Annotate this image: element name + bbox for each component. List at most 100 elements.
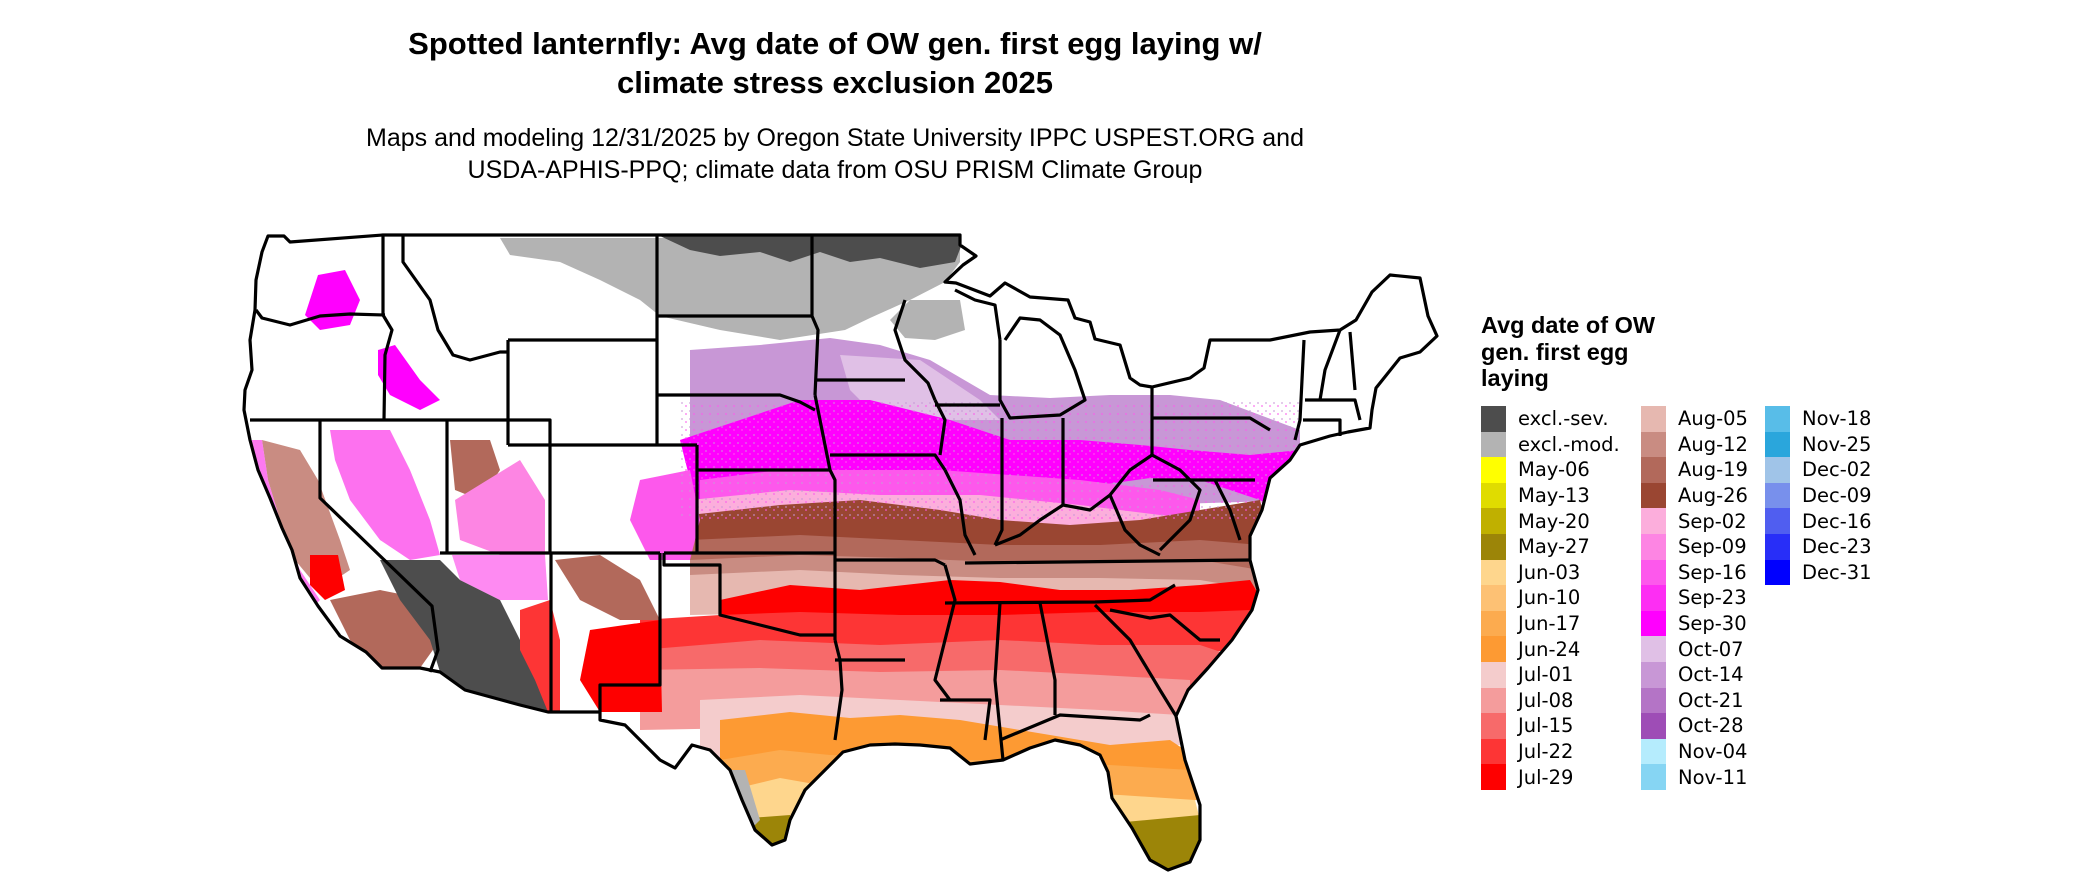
- border-id-mt: [401, 235, 508, 362]
- legend-item: Jul-15: [1481, 713, 1620, 739]
- legend-item: Jul-29: [1481, 764, 1620, 790]
- border-ma: [1305, 398, 1362, 421]
- zone-ca-central-valley: [262, 440, 350, 590]
- legend-swatch: [1765, 457, 1790, 483]
- legend-item: Oct-28: [1641, 713, 1748, 739]
- legend-title: Avg date of OW gen. first egg laying: [1481, 312, 1721, 392]
- legend-swatch: [1641, 508, 1666, 534]
- border-nc-sc: [1109, 608, 1220, 642]
- legend-item: Jun-17: [1481, 610, 1620, 637]
- legend-swatch: [1481, 713, 1506, 739]
- legend-label: excl.-mod.: [1518, 432, 1620, 456]
- border-nm-tx: [598, 553, 662, 712]
- legend-label: Nov-11: [1678, 765, 1748, 789]
- zone-nv-pink: [330, 430, 440, 560]
- legend-swatch: [1641, 406, 1666, 432]
- legend-item: Dec-23: [1765, 533, 1872, 560]
- legend-swatch: [1641, 431, 1666, 458]
- title-line-2: climate stress exclusion 2025: [617, 65, 1053, 100]
- border-vt-nh: [1318, 329, 1342, 401]
- legend-item: excl.-mod.: [1481, 431, 1620, 458]
- legend-item: May-06: [1481, 457, 1620, 483]
- zone-ca-pink-edge: [252, 440, 320, 610]
- border-wa-or: [254, 309, 386, 327]
- legend-label: Aug-05: [1678, 407, 1748, 431]
- legend-label: Sep-02: [1678, 509, 1747, 533]
- legend-label: Nov-18: [1802, 407, 1872, 431]
- zone-nm-red: [580, 620, 662, 712]
- legend-swatch: [1481, 764, 1506, 790]
- legend-item: Oct-14: [1641, 661, 1748, 688]
- legend-item: Dec-02: [1765, 457, 1872, 483]
- border-il-mo: [943, 469, 977, 556]
- legend-label: Jun-24: [1518, 637, 1581, 661]
- map-subtitle: Maps and modeling 12/31/2025 by Oregon S…: [285, 122, 1385, 186]
- legend-item: Oct-21: [1641, 687, 1748, 714]
- legend-swatch: [1481, 406, 1506, 432]
- zone-az-pink: [452, 555, 548, 600]
- legend-title-line-1: Avg date of OW: [1481, 312, 1656, 338]
- border-ct-ri: [1303, 418, 1342, 436]
- legend-swatch: [1641, 687, 1666, 714]
- legend-swatch: [1481, 533, 1506, 560]
- legend-label: Dec-02: [1802, 458, 1872, 482]
- legend-label: Aug-26: [1678, 484, 1748, 508]
- legend-label: Sep-16: [1678, 560, 1747, 584]
- legend-item: Sep-23: [1641, 585, 1748, 611]
- legend-label: Jul-15: [1518, 714, 1574, 738]
- border-wv-va: [1151, 453, 1202, 552]
- border-sd-ne: [657, 393, 816, 412]
- border-ut-wy: [447, 418, 552, 447]
- legend-item: May-27: [1481, 533, 1620, 560]
- border-nh-me: [1348, 331, 1357, 391]
- zone-ca-red: [310, 555, 345, 600]
- legend-item: Aug-12: [1641, 431, 1748, 458]
- legend-column-2: Aug-05 Aug-12 Aug-19 Aug-26 Sep-02 Sep-09 Sep-…: [1641, 406, 1748, 790]
- border-ga-sc: [1093, 603, 1178, 717]
- legend-label: Jul-29: [1518, 765, 1574, 789]
- legend-label: Oct-14: [1678, 663, 1744, 687]
- border-mi-lp: [998, 316, 1087, 420]
- border-va-md: [1213, 479, 1242, 541]
- legend-label: Aug-12: [1678, 432, 1748, 456]
- border-pa-ny: [1153, 416, 1271, 432]
- legend-swatch: [1641, 610, 1666, 637]
- legend-swatch: [1481, 482, 1506, 509]
- border-ok-panhandle: [662, 553, 835, 637]
- legend-swatch: [1765, 508, 1790, 534]
- zone-excl-mod-mn: [890, 300, 965, 340]
- legend-label: Nov-25: [1802, 432, 1872, 456]
- legend-swatch: [1481, 738, 1506, 765]
- legend-label: May-27: [1518, 535, 1590, 559]
- border-ms-al: [993, 602, 1005, 761]
- legend-title-line-3: laying: [1481, 365, 1549, 391]
- border-oh-wv: [1108, 453, 1153, 496]
- legend-item: excl.-sev.: [1481, 406, 1620, 432]
- legend-swatch: [1481, 687, 1506, 714]
- us-outline: [242, 233, 1439, 872]
- border-ky-va: [1108, 494, 1161, 557]
- border-il-in: [993, 418, 1004, 546]
- zone-may06-keys: [1120, 868, 1160, 870]
- legend-swatch: [1481, 559, 1506, 586]
- legend-label: Sep-09: [1678, 535, 1747, 559]
- legend-label: Sep-23: [1678, 586, 1747, 610]
- legend-item: May-13: [1481, 482, 1620, 509]
- legend-label: Dec-31: [1802, 560, 1872, 584]
- legend-swatch: [1641, 738, 1666, 765]
- legend-item: Nov-18: [1765, 406, 1872, 432]
- legend-label: Jun-03: [1518, 560, 1581, 584]
- border-wa-id: [381, 235, 394, 421]
- legend-item: May-20: [1481, 508, 1620, 534]
- border-tn-south: [944, 583, 1176, 605]
- border-ia-mo: [830, 453, 947, 471]
- legend-swatch: [1765, 559, 1790, 586]
- legend-label: Sep-30: [1678, 612, 1747, 636]
- legend-item: Jul-01: [1481, 661, 1620, 688]
- border-mo-ar: [835, 558, 946, 567]
- legend-label: Dec-16: [1802, 509, 1872, 533]
- legend-item: Aug-26: [1641, 482, 1748, 509]
- legend-item: Sep-02: [1641, 508, 1748, 534]
- legend-label: Jul-08: [1518, 688, 1574, 712]
- legend-swatch: [1641, 457, 1666, 483]
